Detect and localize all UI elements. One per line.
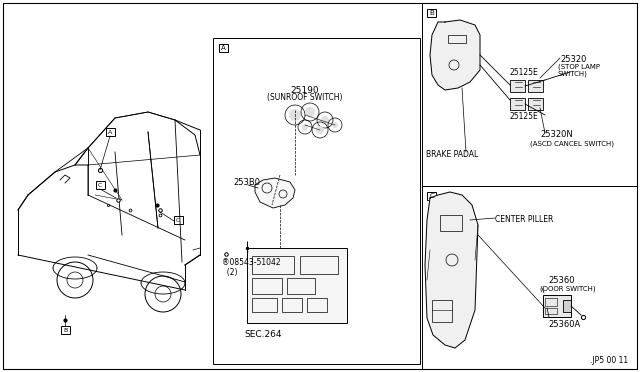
Text: A: A: [108, 129, 112, 135]
Bar: [528, 98, 543, 110]
Text: 25125E: 25125E: [510, 112, 539, 121]
Bar: [247, 248, 347, 323]
Text: 25360A: 25360A: [548, 320, 580, 329]
Bar: [173, 216, 182, 224]
Bar: [440, 215, 462, 231]
Bar: [61, 326, 70, 334]
Bar: [428, 192, 436, 200]
Bar: [106, 128, 115, 136]
Text: (SUNROOF SWITCH): (SUNROOF SWITCH): [268, 93, 343, 102]
Bar: [307, 298, 327, 312]
Bar: [563, 300, 571, 312]
Bar: [422, 3, 637, 186]
Text: A: A: [221, 45, 225, 51]
Bar: [545, 308, 557, 314]
Circle shape: [302, 124, 308, 130]
Bar: [422, 186, 637, 369]
Bar: [95, 181, 104, 189]
Text: C: C: [429, 193, 435, 199]
Polygon shape: [255, 178, 295, 208]
Text: (ASCD CANCEL SWITCH): (ASCD CANCEL SWITCH): [530, 140, 614, 147]
Bar: [252, 278, 282, 294]
Text: ®08543-51042
  (2): ®08543-51042 (2): [222, 258, 280, 278]
Bar: [252, 256, 294, 274]
Bar: [528, 80, 543, 92]
Circle shape: [316, 126, 324, 134]
Text: 25320: 25320: [560, 55, 586, 64]
Bar: [432, 300, 452, 322]
Text: (DOOR SWITCH): (DOOR SWITCH): [540, 285, 596, 292]
Circle shape: [305, 107, 315, 117]
Bar: [287, 278, 315, 294]
Bar: [545, 298, 557, 306]
Text: 25320N: 25320N: [540, 130, 573, 139]
Text: CENTER PILLER: CENTER PILLER: [495, 215, 554, 224]
Bar: [428, 9, 436, 17]
Bar: [218, 44, 227, 52]
Text: BRAKE PADAL: BRAKE PADAL: [426, 150, 478, 159]
Text: .JP5 00 11: .JP5 00 11: [590, 356, 628, 365]
Text: (STOP LAMP
SWITCH): (STOP LAMP SWITCH): [558, 63, 600, 77]
Bar: [300, 256, 338, 274]
Bar: [510, 98, 525, 110]
Polygon shape: [430, 20, 480, 90]
Bar: [543, 295, 571, 317]
Text: B: B: [63, 327, 67, 333]
Circle shape: [289, 109, 301, 121]
Text: SEC.264: SEC.264: [244, 330, 282, 339]
Bar: [213, 38, 420, 364]
Bar: [282, 298, 302, 312]
Text: 253B0: 253B0: [233, 178, 260, 187]
Text: 25360: 25360: [548, 276, 575, 285]
Text: 25125E: 25125E: [510, 68, 539, 77]
Polygon shape: [425, 192, 478, 348]
Circle shape: [321, 116, 329, 124]
Text: C: C: [98, 183, 102, 187]
Bar: [252, 298, 277, 312]
Text: 25190: 25190: [291, 86, 319, 95]
Circle shape: [332, 122, 338, 128]
Bar: [448, 35, 466, 43]
Text: B: B: [429, 10, 435, 16]
Bar: [510, 80, 525, 92]
Text: C: C: [176, 218, 180, 222]
